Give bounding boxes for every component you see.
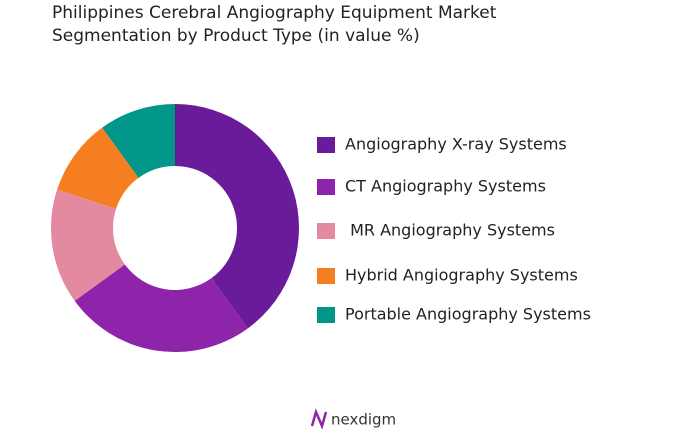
legend-label: Hybrid Angiography Systems xyxy=(345,266,578,285)
brand-icon xyxy=(310,408,328,430)
brand-logo: nexdigm xyxy=(310,408,396,430)
donut-segment xyxy=(102,104,175,178)
legend-label: Angiography X-ray Systems xyxy=(345,135,567,154)
chart-title: Philippines Cerebral Angiography Equipme… xyxy=(52,3,497,46)
legend-swatch xyxy=(317,307,335,323)
legend-swatch xyxy=(317,179,335,195)
legend-label: MR Angiography Systems xyxy=(345,221,555,240)
legend-swatch xyxy=(317,137,335,153)
donut-segment xyxy=(57,127,139,209)
brand-name: nexdigm xyxy=(331,411,396,429)
legend-swatch xyxy=(317,268,335,284)
legend-label: Portable Angiography Systems xyxy=(345,305,591,324)
donut-segment xyxy=(175,104,300,329)
donut-segment xyxy=(74,264,248,352)
donut-segment xyxy=(50,189,125,301)
legend-label: CT Angiography Systems xyxy=(345,177,546,196)
legend-swatch xyxy=(317,223,335,239)
